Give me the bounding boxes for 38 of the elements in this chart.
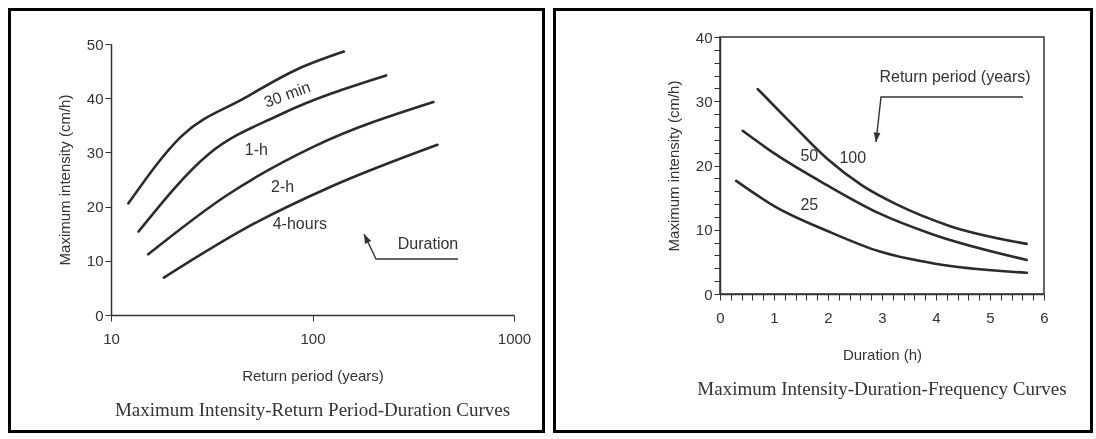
- x-tick-label: 5: [986, 308, 995, 326]
- text: Maximum Intensity-Return Period-Duration Curves: [114, 399, 511, 420]
- annotation: Return period (years): [879, 68, 1031, 85]
- series-label: 4-hours: [272, 214, 327, 232]
- x-tick-label: 1000: [497, 329, 532, 347]
- y-tick-label: 0: [704, 285, 713, 303]
- x-tick-label: 4: [932, 308, 941, 326]
- text: 30 min: [261, 78, 313, 111]
- y-tick-label: 10: [86, 252, 104, 270]
- y-tick-label: 40: [86, 89, 104, 107]
- series-label: 25: [800, 195, 819, 213]
- series-label: 50: [800, 146, 819, 164]
- line-series: [734, 179, 1029, 275]
- y-axis-title: Maximum intensity (cm/h): [55, 94, 73, 266]
- x-tick-label: 1: [770, 308, 779, 326]
- y-tick-label: 10: [695, 221, 713, 239]
- x-axis-title: Return period (years): [242, 366, 384, 384]
- y-axis-title: Maximum intensity (cm/h): [664, 80, 682, 252]
- series-label: 1-h: [244, 141, 268, 159]
- x-tick-label: 3: [878, 308, 887, 326]
- series-label: 2-h: [271, 177, 295, 195]
- y-tick-label: 20: [695, 157, 713, 174]
- y-tick-label: 50: [86, 35, 104, 53]
- y-tick-label: 40: [695, 28, 713, 46]
- line-series: [756, 87, 1029, 246]
- x-tick-label: 2: [824, 308, 833, 326]
- y-tick-label: 30: [695, 92, 713, 110]
- text: Maximum Intensity-Duration-Frequency Curves: [697, 378, 1067, 399]
- x-axis-title: Duration (h): [842, 345, 923, 363]
- x-tick-label: 100: [300, 329, 326, 347]
- legend-label: 100: [839, 149, 867, 167]
- x-tick-label: 6: [1040, 308, 1049, 326]
- y-tick-label: 30: [86, 143, 104, 161]
- x-tick-label: 0: [716, 308, 725, 326]
- annotation: Duration: [397, 235, 459, 252]
- line-series: [741, 129, 1029, 262]
- y-tick-label: 20: [86, 198, 104, 216]
- x-tick-label: 10: [103, 329, 120, 347]
